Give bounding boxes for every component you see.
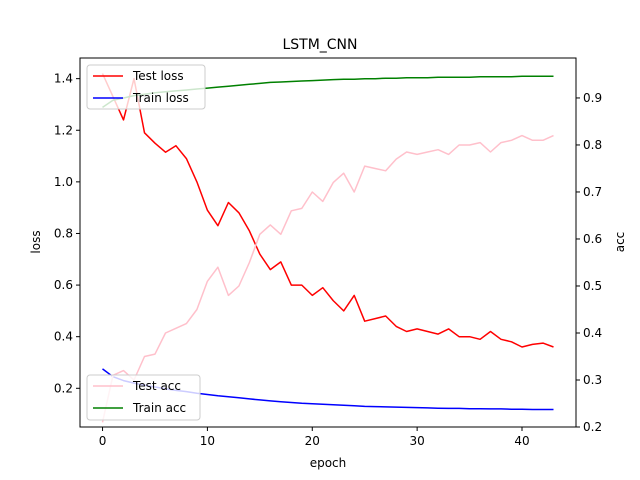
legend-label-test-acc: Test acc xyxy=(132,379,181,393)
x-tick-label: 30 xyxy=(409,434,424,448)
legend-loss: Test loss Train loss xyxy=(86,64,206,110)
y-tick-label: 1.2 xyxy=(54,123,73,137)
x-axis: 0 10 20 30 40 xyxy=(99,427,530,448)
x-axis-title: epoch xyxy=(310,456,347,470)
y-tick-label: 0.2 xyxy=(54,381,73,395)
y-tick-label: 0.6 xyxy=(54,278,73,292)
series-line-test-loss xyxy=(101,73,554,348)
y2-tick-label: 0.7 xyxy=(583,185,602,199)
y-axis-title: loss xyxy=(29,230,43,253)
plot-lines xyxy=(101,73,554,423)
plot-frame xyxy=(79,57,577,428)
y-tick-label: 0.8 xyxy=(54,226,73,240)
y2-tick-label: 0.2 xyxy=(583,420,602,434)
x-tick-label: 0 xyxy=(99,434,107,448)
y2-tick-label: 0.9 xyxy=(583,91,602,105)
y-tick-label: 0.4 xyxy=(54,330,73,344)
y2-axis-title: acc xyxy=(613,232,627,253)
y2-tick-label: 0.3 xyxy=(583,373,602,387)
y2-tick-label: 0.6 xyxy=(583,232,602,246)
legend-label-test-loss: Test loss xyxy=(132,69,184,83)
legend-label-train-loss: Train loss xyxy=(132,91,189,105)
y2-tick-label: 0.8 xyxy=(583,138,602,152)
y-axis-left: 0.2 0.4 0.6 0.8 1.0 1.2 1.4 xyxy=(54,72,80,395)
chart-title: LSTM_CNN xyxy=(282,37,357,53)
x-tick-label: 10 xyxy=(200,434,215,448)
y-tick-label: 1.0 xyxy=(54,175,73,189)
y-axis-right: 0.2 0.3 0.4 0.5 0.6 0.7 0.8 0.9 xyxy=(576,91,602,434)
legend-label-train-acc: Train acc xyxy=(132,401,186,415)
y-tick-label: 1.4 xyxy=(54,72,73,86)
y2-tick-label: 0.4 xyxy=(583,326,602,340)
legend-acc: Test acc Train acc xyxy=(86,374,201,421)
series-line-test-acc xyxy=(101,134,554,423)
x-tick-label: 40 xyxy=(514,434,529,448)
y2-tick-label: 0.5 xyxy=(583,279,602,293)
x-tick-label: 20 xyxy=(305,434,320,448)
